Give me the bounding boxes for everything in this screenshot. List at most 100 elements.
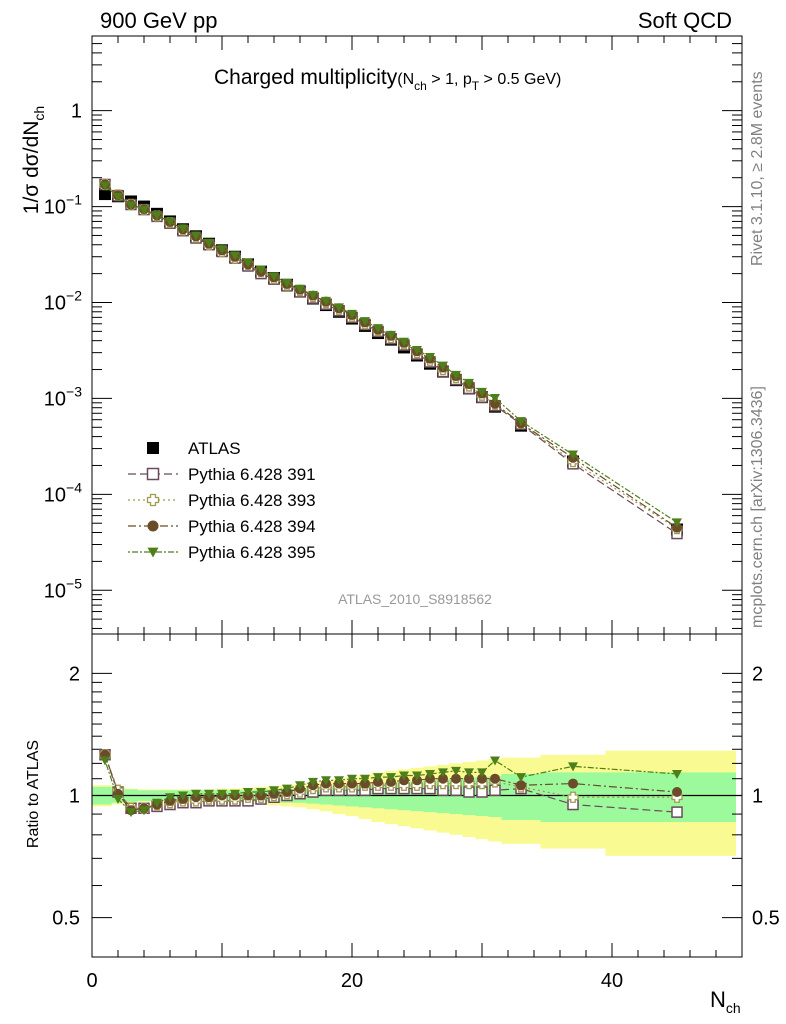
ratio-point [295, 781, 305, 791]
chart-title-sub-t: T [472, 79, 480, 93]
ratio-series-line [104, 754, 678, 811]
ratio-axes: 0 20 40 0.5 0.5 1 1 2 2 [52, 633, 780, 992]
data-point [139, 206, 149, 216]
data-point [334, 303, 344, 313]
ratio-point [477, 773, 487, 784]
ratio-point [672, 769, 682, 779]
ratio-point [243, 788, 253, 798]
data-point [360, 317, 370, 327]
data-point [165, 217, 175, 227]
ratio-point [672, 787, 682, 798]
data-point [230, 251, 240, 261]
ratio-series [99, 749, 683, 818]
ratio-point [477, 768, 487, 778]
ratio-point [165, 793, 175, 803]
data-point [672, 518, 682, 528]
ratio-point [399, 771, 409, 781]
x-axis-label-main: N [710, 987, 726, 1012]
data-point [217, 245, 227, 255]
data-point [373, 324, 383, 334]
ratio-point [373, 773, 383, 783]
x-tick-label: 40 [601, 970, 623, 992]
chart-title-cond-mid: > 1, p [427, 71, 472, 88]
chart-title: Charged multiplicity(Nch > 1, pT > 0.5 G… [214, 66, 561, 93]
ratio-point [282, 784, 292, 794]
data-point [256, 265, 266, 275]
data-point [399, 337, 409, 347]
x-tick-label: 20 [341, 970, 363, 992]
header-right: Soft QCD [638, 8, 732, 33]
ratio-point [347, 774, 357, 784]
legend-label: Pythia 6.428 395 [188, 543, 316, 562]
ratio-y-tick-label: 1 [69, 786, 80, 808]
ratio-series-line [104, 754, 677, 809]
series-line [104, 184, 678, 535]
chart-title-cond: (N [397, 71, 414, 88]
data-point [99, 188, 111, 201]
data-point [191, 231, 201, 241]
legend-label: ATLAS [188, 439, 241, 458]
ratio-point [139, 806, 149, 816]
ratio-point [334, 776, 344, 786]
data-point [204, 238, 214, 248]
data-point [477, 387, 487, 397]
main-series [99, 178, 683, 540]
ratio-y-axis-label: Ratio to ATLAS [25, 740, 42, 848]
data-point [490, 394, 500, 404]
ratio-point [568, 762, 578, 772]
data-point [308, 290, 318, 300]
legend-marker [147, 520, 159, 532]
ratio-point [100, 756, 110, 766]
legend: ATLAS Pythia 6.428 391 Pythia 6.428 393 Pyt… [128, 439, 316, 562]
chart-title-sub-ch: ch [414, 79, 427, 93]
ratio-point [256, 788, 266, 798]
ratio-point [671, 806, 683, 818]
ratio-point [412, 771, 422, 781]
data-point [438, 361, 448, 371]
ratio-point [516, 780, 526, 791]
ratio-point [308, 777, 318, 787]
y-tick-label: 10−1 [44, 192, 82, 219]
x-tick-label: 0 [86, 970, 97, 992]
data-point [347, 309, 357, 319]
ratio-point [269, 786, 279, 796]
y-tick-label: 1 [71, 101, 82, 123]
ratio-point [217, 789, 227, 799]
data-point [152, 211, 162, 221]
ratio-point [360, 774, 370, 784]
ratio-point [490, 773, 500, 784]
legend-label: Pythia 6.428 394 [188, 517, 316, 536]
y-axis-label-sub: ch [31, 106, 47, 121]
legend-label: Pythia 6.428 391 [188, 465, 316, 484]
legend-marker [146, 493, 160, 507]
data-point [243, 258, 253, 268]
data-point [568, 450, 578, 460]
ratio-point [204, 789, 214, 799]
data-point [386, 330, 396, 340]
ratio-y-tick-label-right: 0.5 [752, 908, 780, 930]
ratio-point [438, 768, 448, 778]
legend-label: Pythia 6.428 393 [188, 491, 316, 510]
data-point [282, 278, 292, 288]
stat-uncertainty-band [605, 772, 736, 823]
ratio-point [451, 766, 461, 776]
ratio-point [321, 776, 331, 786]
analysis-label: ATLAS_2010_S8918562 [338, 591, 492, 607]
ratio-point [568, 778, 578, 789]
legend-marker [147, 547, 159, 558]
ratio-point [464, 773, 474, 784]
ratio-point [516, 773, 526, 783]
ratio-y-tick-label-right: 2 [752, 663, 763, 685]
ratio-point [126, 808, 136, 818]
ratio-point [490, 756, 500, 766]
x-axis-label-sub: ch [726, 1000, 741, 1016]
ratio-y-tick-label-right: 1 [752, 786, 763, 808]
data-point [490, 398, 500, 409]
data-point [425, 353, 435, 363]
data-point [451, 370, 461, 380]
data-point [412, 345, 422, 355]
ratio-point [425, 769, 435, 779]
legend-marker [146, 467, 160, 481]
ratio-point [567, 791, 579, 803]
